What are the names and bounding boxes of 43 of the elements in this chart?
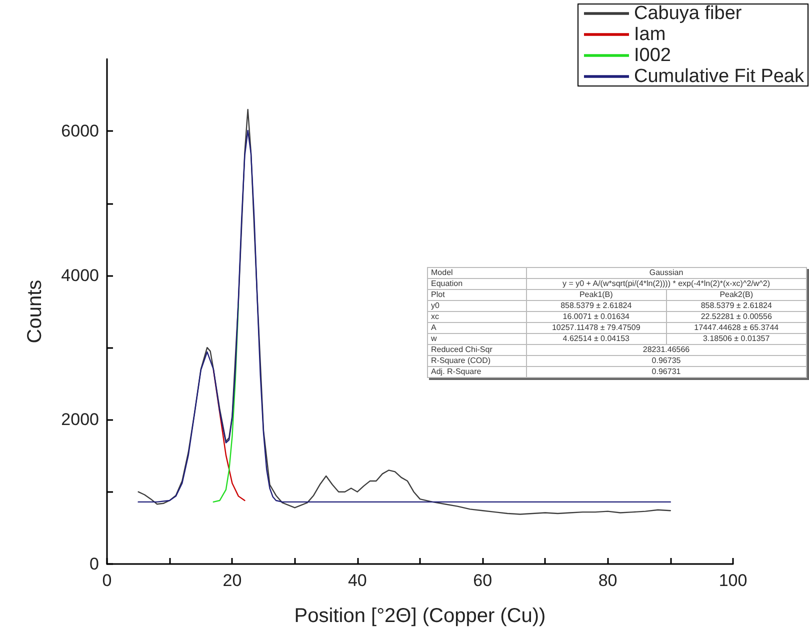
annotation: Peak2(B) bbox=[666, 290, 806, 300]
annotation: Gaussian bbox=[526, 268, 806, 278]
y-tick-label: 6000 bbox=[61, 122, 99, 141]
annotation: y = y0 + A/(w*sqrt(pi/(4*ln(2)))) * exp(-4*ln(2)*(x-xc)^2/w^2) bbox=[526, 278, 806, 290]
annotation: Adj. R-Square bbox=[428, 366, 526, 378]
legend-label: I002 bbox=[634, 45, 671, 66]
annotation: Plot bbox=[428, 290, 526, 300]
legend-label: Cumulative Fit Peak bbox=[634, 66, 804, 87]
y-tick-label: 4000 bbox=[61, 266, 99, 285]
x-tick-label: 20 bbox=[222, 571, 242, 590]
x-tick-label: 80 bbox=[598, 571, 618, 590]
annotation: Reduced Chi-Sqr bbox=[428, 344, 526, 356]
x-tick-label: 100 bbox=[718, 571, 748, 590]
legend-label: Iam bbox=[634, 24, 666, 45]
y-tick-label: 2000 bbox=[61, 410, 99, 430]
annotation: Peak1(B) bbox=[526, 290, 666, 300]
annotation: 3.18506 ± 0.01357 bbox=[666, 334, 806, 344]
annotation: Equation bbox=[428, 278, 526, 290]
annotation: 17447.44628 ± 65.3744 bbox=[666, 322, 806, 334]
y-tick-label: 0 bbox=[90, 554, 99, 574]
annotation: xc bbox=[428, 312, 526, 322]
annotation: 0.96735 bbox=[526, 356, 806, 366]
legend-label: Cabuya fiber bbox=[634, 3, 742, 24]
annotation: 858.5379 ± 2.61824 bbox=[666, 300, 806, 312]
annotation: 4.62514 ± 0.04153 bbox=[526, 334, 666, 344]
annotation: 10257.11478 ± 79.47509 bbox=[526, 322, 666, 334]
annotation: 22.52281 ± 0.00556 bbox=[666, 312, 806, 322]
annotation: y0 bbox=[428, 300, 526, 312]
annotation: A bbox=[428, 322, 526, 334]
annotation: Model bbox=[428, 268, 526, 278]
annotation: 16.0071 ± 0.01634 bbox=[526, 312, 666, 322]
annotation: 0.96731 bbox=[526, 366, 806, 378]
line-series bbox=[212, 304, 240, 503]
y-axis-title: Counts bbox=[24, 280, 46, 344]
annotation: w bbox=[428, 334, 526, 344]
x-tick-label: 0 bbox=[102, 571, 112, 590]
annotation: 28231.46566 bbox=[526, 344, 806, 356]
annotation: 858.5379 ± 2.61824 bbox=[526, 300, 666, 312]
x-tick-label: 40 bbox=[348, 571, 367, 590]
annotation: R-Square (COD) bbox=[428, 356, 526, 366]
x-tick-label: 60 bbox=[473, 571, 492, 590]
line-series bbox=[212, 369, 246, 502]
x-axis-title: Position [°2Θ] (Copper (Cu)) bbox=[294, 605, 546, 627]
